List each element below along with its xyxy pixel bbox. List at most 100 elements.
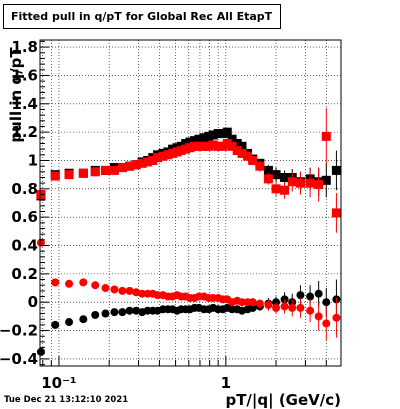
data-point-circle [79,315,88,324]
data-point-square [213,129,223,139]
y-tick-label: 0.6 [11,208,38,226]
data-point-circle [314,312,323,321]
data-point-square [125,161,135,171]
y-tick-label: 1.8 [11,38,38,56]
timestamp: Tue Dec 21 13:12:10 2021 [4,395,129,405]
data-point-square [271,184,281,194]
data-point-circle [101,309,110,318]
data-point-square [100,165,110,175]
data-point-circle [248,298,257,307]
data-point-square [208,140,218,150]
data-point-circle [101,284,110,293]
data-point-circle [118,286,127,295]
y-tick-label: 1.2 [11,123,38,141]
data-point-square [222,138,232,148]
y-tick-label: −0.4 [0,350,38,368]
data-point-square [295,178,305,188]
data-point-circle [138,289,147,298]
x-tick-label: 1 [221,374,231,392]
data-point-circle [306,306,315,315]
data-point-circle [125,306,134,315]
data-point-square [331,165,341,175]
data-point-circle [79,278,88,287]
y-tick-label: −0.2 [0,322,38,340]
data-point-circle [110,285,119,294]
data-point-square [109,165,119,175]
data-point-circle [322,298,331,307]
x-tick-label: 10⁻¹ [41,374,76,392]
data-point-square [263,165,273,175]
x-axis-title: pT/|q| (GeV/c) [225,391,341,409]
data-point-square [131,160,141,170]
data-point-square [305,178,315,188]
data-point-square [143,157,153,167]
data-point-square [64,170,74,180]
y-axis-title: pull in q/pT [7,47,25,143]
data-point-circle [332,313,341,322]
data-point-circle [65,318,74,327]
data-point-square [271,170,281,180]
axis-ticks: −0.4 −0.2 0 0.2 0.4 0.6 0.8 1 1.2 1.4 1.6 1.8 10⁻¹ 1 [0,38,327,392]
data-point-square [321,131,331,141]
data-point-circle [51,320,60,329]
data-markers [36,108,341,356]
data-point-square [227,141,237,151]
data-point-square [208,130,218,140]
data-point-circle [255,299,264,308]
data-point-circle [237,298,246,307]
data-point-circle [36,238,45,247]
data-point-square [213,141,223,151]
data-point-square [153,153,163,163]
data-point-circle [248,303,257,312]
data-point-square [321,175,331,185]
y-tick-label: 0.4 [11,237,38,255]
data-point-circle [118,308,127,317]
data-point-square [243,151,253,161]
data-point-square [185,137,195,147]
data-point-square [158,151,168,161]
data-point-circle [91,310,100,319]
data-point-square [78,168,88,178]
data-point-square [280,172,290,182]
y-tick-label: 1 [28,151,38,169]
grid-lines [40,40,341,366]
data-point-square [194,134,204,144]
data-point-square [148,155,158,165]
y-tick-label: 0 [28,293,38,311]
data-point-square [255,161,265,171]
data-point-square [117,163,127,173]
chart-title: Fitted pull in q/pT for Global Rec All E… [3,4,281,29]
y-tick-label: 0.8 [11,180,38,198]
data-point-circle [314,289,323,298]
data-point-circle [272,303,281,312]
y-tick-label: 0.2 [11,265,38,283]
data-point-circle [65,279,74,288]
data-point-circle [91,281,100,290]
data-point-circle [264,301,273,310]
plot-frame [39,39,342,367]
data-point-circle [110,308,119,317]
data-point-circle [132,306,141,315]
data-point-circle [306,292,315,301]
data-point-square [222,127,232,137]
y-tick-label: 1.4 [11,95,38,113]
data-point-square [194,141,204,151]
data-point-square [50,171,60,181]
data-point-square [163,150,173,160]
data-point-circle [36,347,45,356]
y-tick-label: 1.6 [11,66,38,84]
data-point-square [199,133,209,143]
data-point-square [331,208,341,218]
data-point-square [263,174,273,184]
data-point-square [287,177,297,187]
data-point-square [90,167,100,177]
data-point-square [185,143,195,153]
data-point-circle [125,286,134,295]
data-point-square [176,146,186,156]
data-point-circle [296,291,305,300]
data-point-square [199,141,209,151]
data-point-square [237,141,247,151]
data-point-circle [280,302,289,311]
data-point-square [232,138,242,148]
